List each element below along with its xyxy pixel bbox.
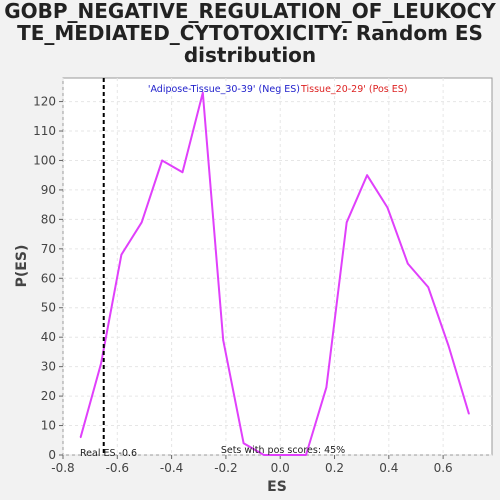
data-point xyxy=(202,91,204,94)
grid-lines xyxy=(62,78,492,456)
y-tick-label: 40 xyxy=(41,330,56,344)
series-layer xyxy=(79,78,470,456)
data-point xyxy=(427,286,429,288)
data-point xyxy=(407,262,409,265)
x-tick-label: -0.6 xyxy=(106,461,129,475)
y-axis-label: P(ES) xyxy=(14,245,30,288)
neg-es-label: 'Adipose-Tissue_30-39' (Neg ES) xyxy=(148,84,300,95)
y-tick-label: 50 xyxy=(41,301,56,315)
axes: -0.8 -0.6 -0.4 -0.2 0.0 0.2 0.4 0.6 0 10 20 30 40 50 6… xyxy=(33,95,453,475)
data-point xyxy=(161,159,163,162)
chart-title-line: distribution xyxy=(183,43,317,67)
data-point xyxy=(305,454,307,456)
x-tick-label: -0.2 xyxy=(214,461,237,475)
x-tick-label: -0.8 xyxy=(51,461,74,475)
x-tick-label: 0.4 xyxy=(379,461,398,475)
annotations: 'Adipose-Tissue_30-39' (Neg ES) Tissue_2… xyxy=(80,84,408,459)
y-tick-label: 10 xyxy=(41,419,56,433)
data-point xyxy=(242,442,245,445)
data-point xyxy=(140,221,143,224)
pos-scores-label: Sets with pos scores: 45% xyxy=(221,445,345,456)
data-point xyxy=(263,454,265,456)
chart-title: GOBP_NEGATIVE_REGULATION_OF_LEUKOCY TE_M… xyxy=(0,0,500,66)
y-tick-label: 90 xyxy=(41,183,56,197)
data-point xyxy=(181,171,184,174)
data-point xyxy=(468,412,470,415)
y-tick-label: 60 xyxy=(41,271,56,285)
data-point xyxy=(386,206,389,209)
x-tick-label: -0.4 xyxy=(160,461,183,475)
y-tick-label: 110 xyxy=(33,124,56,138)
y-tick-label: 120 xyxy=(33,95,56,109)
y-tick-label: 0 xyxy=(48,448,56,462)
real-es-label: Real ES -0.6 xyxy=(80,448,137,459)
y-tick-label: 30 xyxy=(41,360,56,374)
x-tick-label: 0.0 xyxy=(271,461,290,475)
data-point xyxy=(79,436,82,439)
data-point xyxy=(284,454,287,456)
y-tick-label: 100 xyxy=(33,153,56,167)
data-point xyxy=(447,345,450,347)
y-tick-label: 80 xyxy=(41,212,56,226)
plot-area xyxy=(62,77,493,456)
x-tick-label: 0.2 xyxy=(325,461,344,475)
y-tick-label: 70 xyxy=(41,242,56,256)
data-point xyxy=(345,221,348,224)
data-point xyxy=(222,339,224,341)
series-line xyxy=(79,91,470,456)
chart-title-line: TE_MEDIATED_CYTOTOXICITY: Random ES xyxy=(17,21,483,45)
data-point xyxy=(366,174,368,176)
y-tick-label: 20 xyxy=(41,389,56,403)
x-tick-label: 0.6 xyxy=(434,461,453,475)
x-axis-label: ES xyxy=(267,479,287,495)
pos-es-label: Tissue_20-29' (Pos ES) xyxy=(300,84,408,95)
data-point xyxy=(120,253,123,256)
data-point xyxy=(100,362,102,365)
chart-title-line: GOBP_NEGATIVE_REGULATION_OF_LEUKOCY xyxy=(4,0,496,23)
data-point xyxy=(325,386,328,389)
